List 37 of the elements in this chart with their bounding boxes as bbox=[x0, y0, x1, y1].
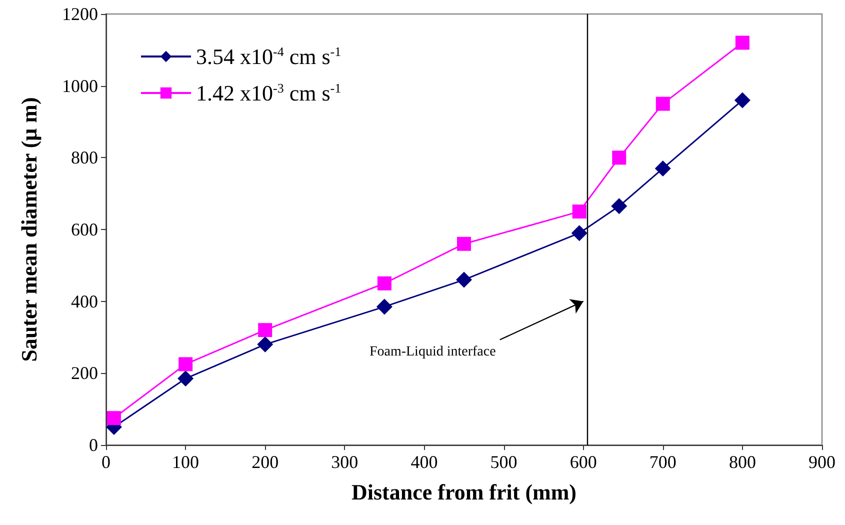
point bbox=[178, 357, 193, 372]
x-tick-label: 200 bbox=[252, 452, 279, 472]
point bbox=[257, 336, 274, 352]
x-tick-label: 100 bbox=[172, 452, 200, 472]
annotation: Foam-Liquid interface bbox=[369, 344, 496, 360]
point bbox=[456, 272, 472, 288]
x-axis-title: Distance from frit (mm) bbox=[351, 480, 577, 504]
y-tick-label: 1200 bbox=[62, 4, 98, 24]
x-tick-label: 900 bbox=[808, 452, 836, 472]
x-tick-label: 700 bbox=[649, 452, 676, 472]
y-tick-label: 600 bbox=[71, 220, 98, 240]
y-tick-label: 0 bbox=[89, 435, 98, 455]
x-tick-label: 500 bbox=[490, 452, 518, 472]
point bbox=[457, 236, 471, 251]
point bbox=[377, 276, 392, 290]
point bbox=[572, 204, 586, 219]
y-axis-title: Sauter mean diameter (μ m) bbox=[16, 97, 42, 362]
point bbox=[612, 150, 626, 165]
x-tick-label: 300 bbox=[331, 452, 358, 472]
point bbox=[106, 411, 121, 426]
point bbox=[376, 298, 392, 315]
y-tick-label: 1000 bbox=[62, 76, 98, 96]
x-tick-label: 800 bbox=[728, 452, 756, 472]
point bbox=[656, 96, 670, 111]
y-tick-label: 800 bbox=[71, 148, 98, 168]
x-tick-label: 400 bbox=[410, 452, 438, 472]
point bbox=[571, 225, 588, 242]
y-tick-label: 200 bbox=[71, 363, 98, 384]
point bbox=[735, 36, 750, 50]
point bbox=[654, 160, 671, 176]
point bbox=[178, 370, 194, 387]
point bbox=[258, 323, 272, 338]
point bbox=[611, 198, 628, 214]
point bbox=[734, 92, 750, 108]
x-tick-label: 0 bbox=[102, 452, 110, 472]
x-tick-label: 600 bbox=[570, 452, 597, 472]
y-tick-label: 400 bbox=[71, 291, 98, 312]
